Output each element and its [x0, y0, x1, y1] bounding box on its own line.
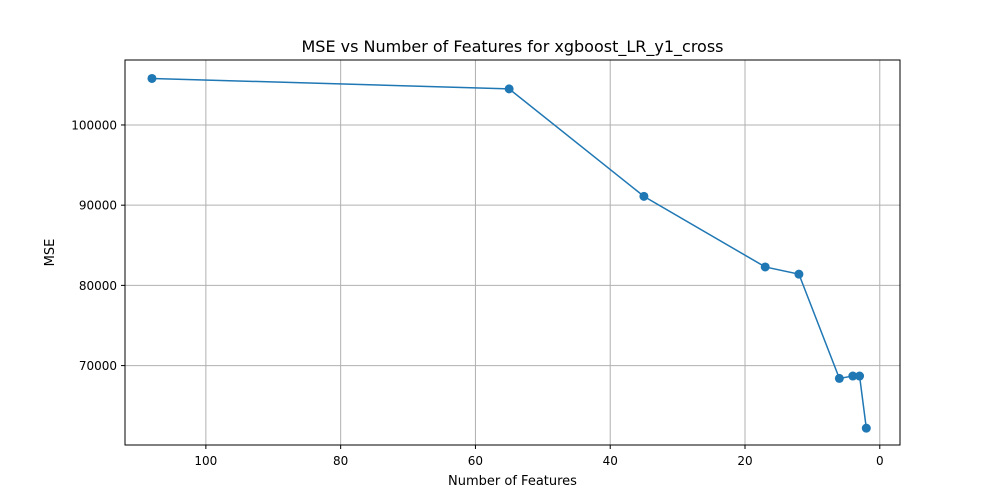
- data-point: [855, 371, 865, 381]
- x-tick-label: 60: [468, 454, 483, 468]
- data-point: [794, 269, 804, 279]
- x-tick-label: 80: [333, 454, 348, 468]
- y-tick-label: 100000: [71, 118, 117, 132]
- data-point: [760, 262, 770, 272]
- x-tick-label: 40: [603, 454, 618, 468]
- chart-title: MSE vs Number of Features for xgboost_LR…: [301, 37, 723, 57]
- data-point: [504, 84, 514, 94]
- plot-frame: [124, 59, 901, 446]
- y-tick-label: 80000: [79, 279, 117, 293]
- grid-lines: [125, 60, 900, 445]
- data-point: [639, 191, 649, 201]
- y-tick-label: 90000: [79, 199, 117, 213]
- x-axis-label: Number of Features: [448, 474, 577, 489]
- x-tick-label: 100: [194, 454, 217, 468]
- series-layer: [147, 73, 871, 433]
- x-tick-label: 0: [876, 454, 884, 468]
- x-tick-label: 20: [737, 454, 752, 468]
- y-axis-label: MSE: [43, 239, 58, 267]
- y-tick-label: 70000: [79, 359, 117, 373]
- data-point: [848, 371, 858, 381]
- data-point: [834, 373, 844, 383]
- axis-ticks: 100 80 60 40 20 0 70000 80000 90000 100000: [71, 118, 883, 468]
- data-point: [147, 73, 157, 83]
- data-point: [861, 423, 871, 433]
- series-line: [151, 77, 868, 429]
